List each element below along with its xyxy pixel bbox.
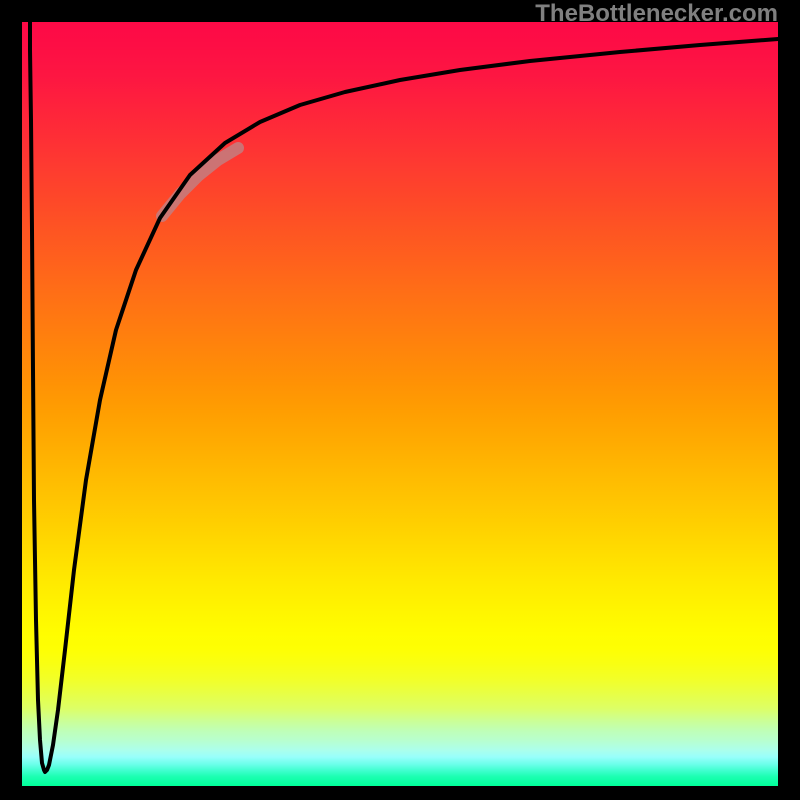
chart-canvas (0, 0, 800, 800)
chart-frame: TheBottlenecker.com (0, 0, 800, 800)
watermark-text: TheBottlenecker.com (535, 0, 778, 28)
plot-background (22, 22, 778, 786)
